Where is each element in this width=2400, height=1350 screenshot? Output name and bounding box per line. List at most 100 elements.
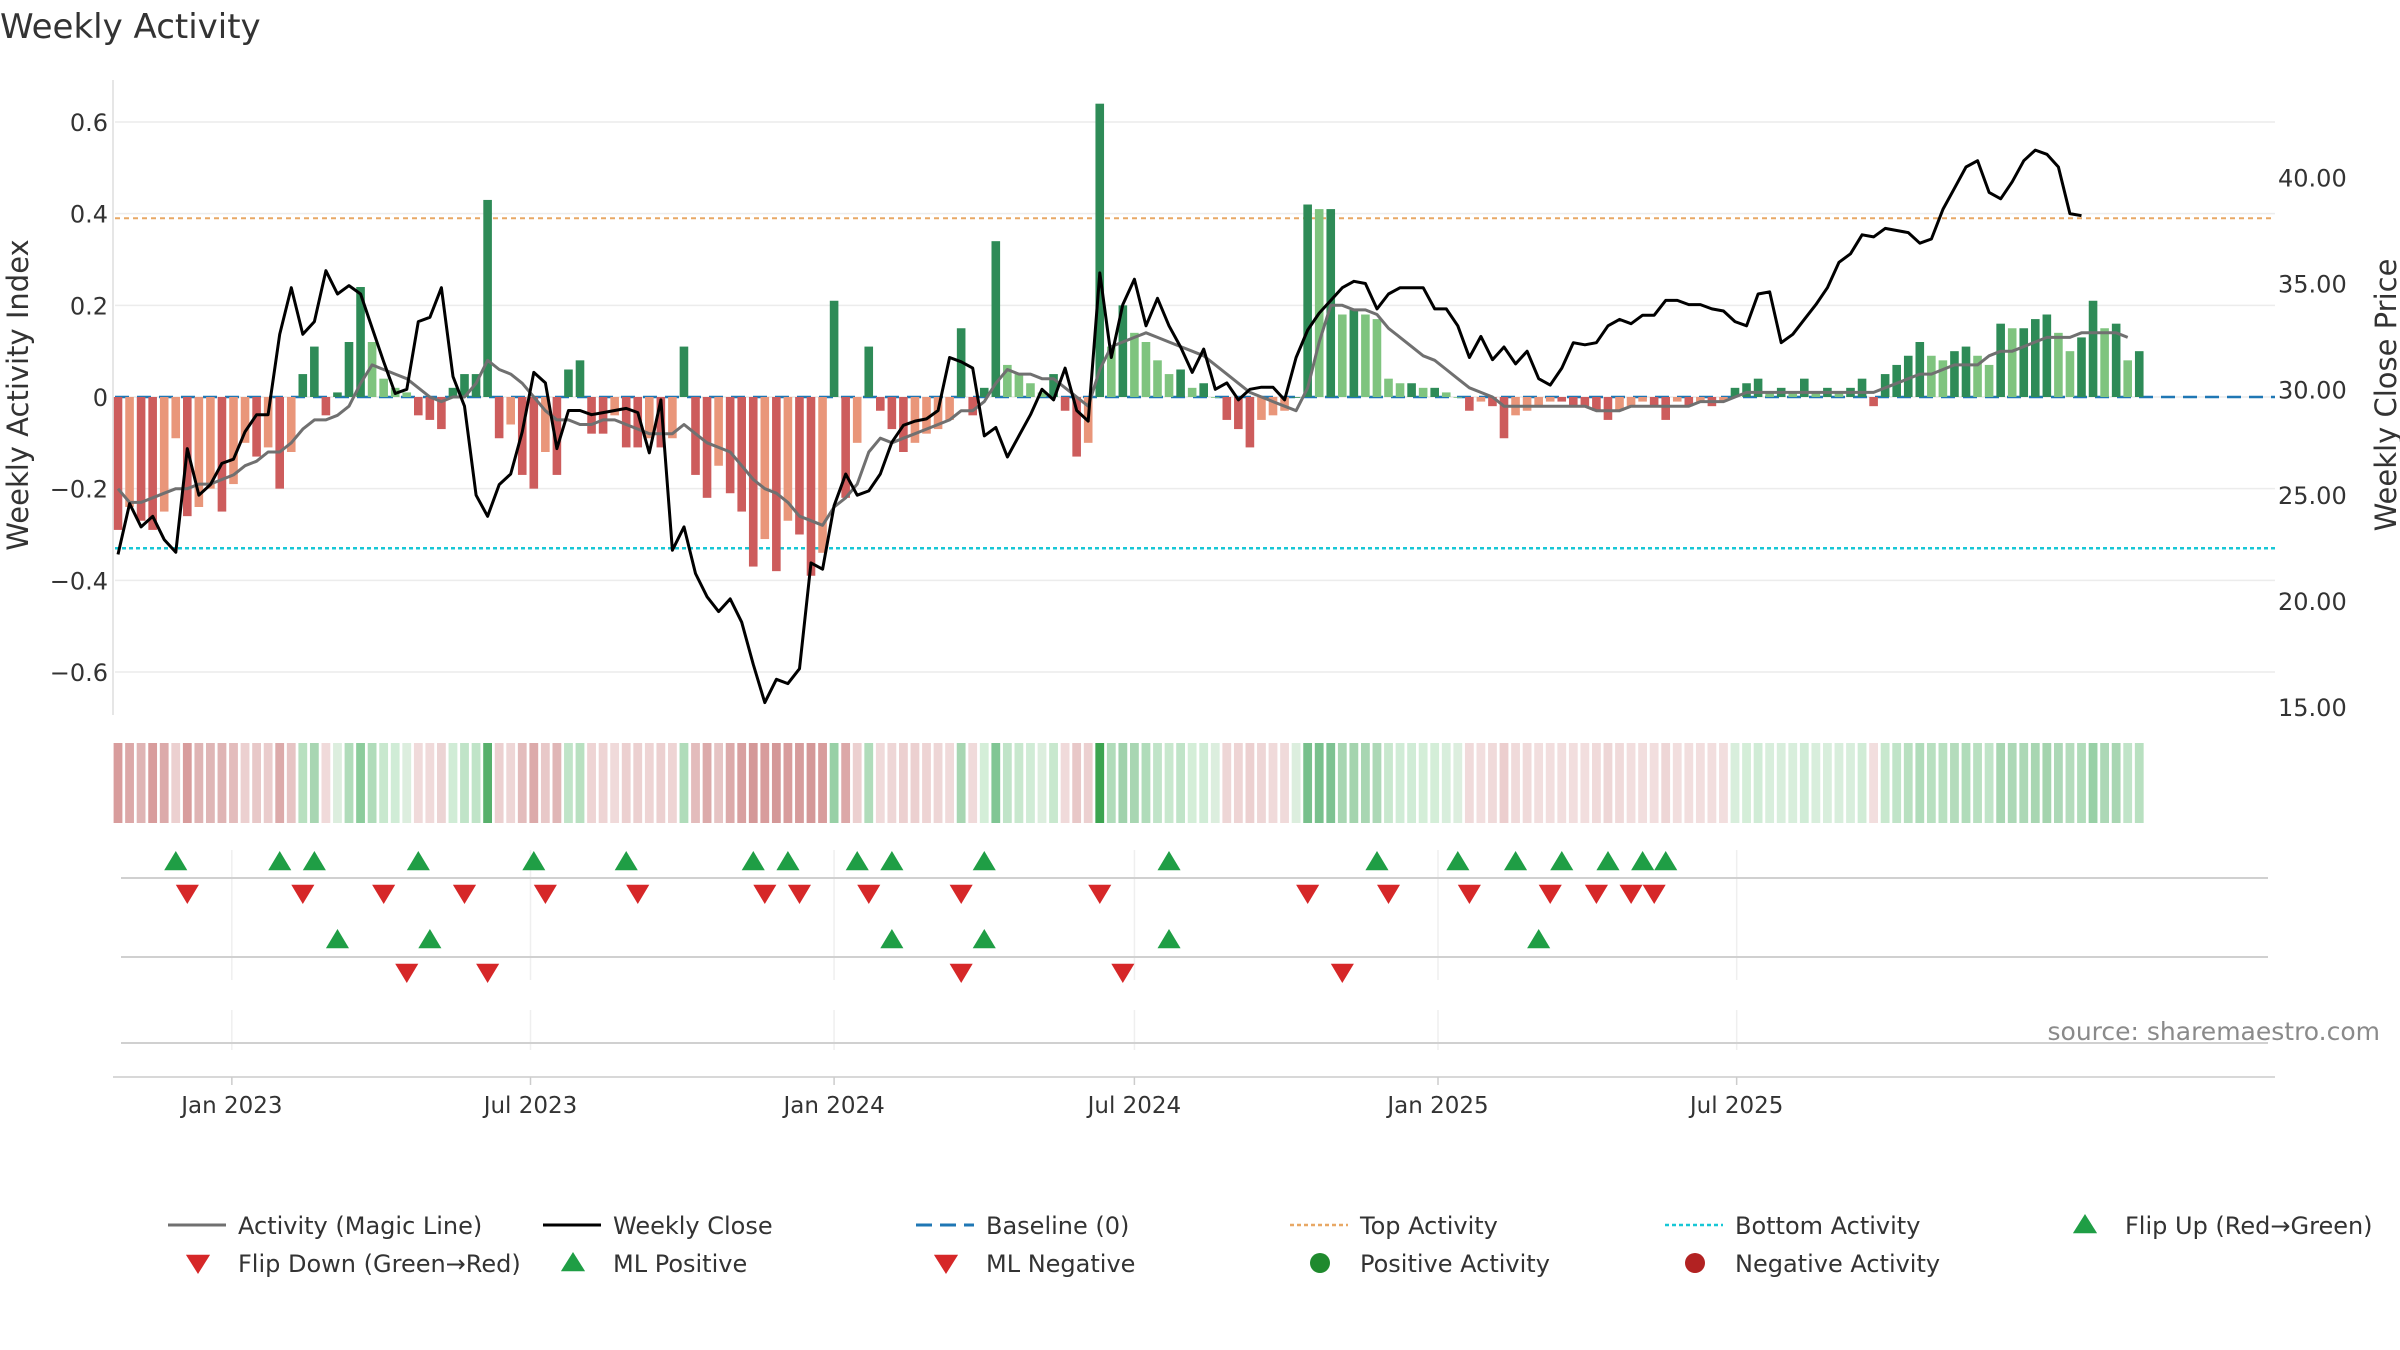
flip-down-marker (787, 884, 811, 904)
legend-label: Bottom Activity (1735, 1212, 1920, 1240)
strip-cell (171, 743, 181, 823)
flip-up-marker (406, 851, 430, 871)
activity-bar (275, 397, 284, 489)
strip-cell (425, 743, 435, 823)
activity-bar (2077, 337, 2086, 397)
activity-bar (1338, 314, 1347, 397)
activity-bar (633, 397, 643, 448)
strip-cell (1511, 743, 1520, 823)
strip-cell (1926, 743, 1936, 823)
y2-tick-label: 30.00 (2278, 376, 2347, 404)
flip-up-marker (1631, 851, 1655, 871)
y-tick-label: −0.4 (50, 567, 108, 595)
activity-bar (645, 397, 654, 439)
activity-bar (1684, 397, 1694, 407)
activity-bars (113, 103, 2144, 576)
strip-cell (1661, 743, 1671, 823)
activity-bar (991, 241, 1001, 397)
flip-down-marker (372, 884, 396, 904)
flip-down-marker (1296, 884, 1320, 904)
y2-tick-label: 20.00 (2278, 588, 2347, 616)
activity-bar (1153, 360, 1162, 397)
strip-cell (1857, 743, 1867, 823)
strip-cell (113, 743, 123, 823)
flip-up-marker (1365, 851, 1389, 871)
activity-bar (286, 397, 296, 452)
strip-cell (1245, 743, 1255, 823)
source-credit: source: sharemaestro.com (2048, 1017, 2381, 1046)
activity-bar (414, 397, 423, 416)
activity-bar (1961, 346, 1971, 397)
activity-bar (887, 397, 897, 430)
flip-down-marker (857, 884, 881, 904)
activity-bar (2031, 319, 2040, 397)
strip-cell (644, 743, 654, 823)
chart-title: Weekly Activity (0, 7, 261, 47)
legend-label: Baseline (0) (986, 1212, 1129, 1240)
activity-bar (1800, 378, 1809, 397)
activity-bar (1857, 378, 1867, 397)
activity-bar (229, 397, 238, 485)
legend-item: Flip Up (Red→Green) (2072, 1212, 2373, 1240)
activity-bar (1696, 397, 1705, 402)
flip-down-marker (1457, 884, 1481, 904)
strip-cell (1210, 743, 1220, 823)
strip-cell (2054, 743, 2063, 823)
strip-cell (448, 743, 458, 823)
strip-cell (286, 743, 296, 823)
y2-tick-label: 40.00 (2278, 165, 2347, 193)
activity-bar (310, 346, 319, 397)
strip-cell (2007, 743, 2017, 823)
legend-label: Negative Activity (1735, 1250, 1940, 1278)
flip-up-marker (880, 851, 904, 871)
y-tick-label: 0.2 (70, 292, 108, 320)
activity-bar (483, 199, 492, 397)
ml-positive-marker (325, 929, 349, 949)
flip-up-marker (1654, 851, 1678, 871)
activity-bar (1257, 397, 1266, 420)
strip-cell (1568, 743, 1578, 823)
strip-cell (1534, 743, 1544, 823)
strip-cell (979, 743, 989, 823)
strip-cell (1407, 743, 1416, 823)
activity-bar (806, 397, 816, 576)
legend-label: Activity (Magic Line) (238, 1212, 482, 1240)
strip-cell (1280, 743, 1289, 823)
activity-bar (148, 397, 157, 530)
activity-bar (1418, 387, 1428, 397)
strip-cell (1349, 743, 1359, 823)
strip-cell (1083, 743, 1093, 823)
strip-cell (1037, 743, 1047, 823)
flip-up-marker (845, 851, 869, 871)
legend-swatch (185, 1254, 211, 1274)
strip-cell (1938, 743, 1948, 823)
activity-bar (1349, 309, 1359, 397)
strip-cell (610, 743, 620, 823)
strip-cell (263, 743, 273, 823)
activity-bar (1557, 397, 1567, 402)
strip-cell (2100, 743, 2109, 823)
strip-cell (2030, 743, 2040, 823)
flip-down-marker (452, 884, 477, 904)
activity-bar (1661, 397, 1670, 420)
axes: 0.6 0.4 0.2 0 −0.2 −0.4 −0.6 40.00 35.00 30.00 25.… (50, 80, 2347, 1119)
strip-cell (483, 743, 492, 823)
activity-bar (1291, 397, 1301, 398)
strip-cell (991, 743, 1001, 823)
activity-bar (1303, 204, 1312, 397)
strip-cell (1730, 743, 1740, 823)
legend-label: Flip Down (Green→Red) (238, 1250, 521, 1278)
flip-up-marker (164, 851, 188, 871)
activity-bar (864, 346, 874, 397)
strip-cell (829, 743, 839, 823)
strip-cell (1372, 743, 1382, 823)
activity-bar (448, 387, 458, 397)
activity-bar (1314, 209, 1324, 397)
activity-bar (1026, 383, 1035, 397)
activity-bar (1107, 346, 1116, 397)
strip-cell (1753, 743, 1763, 823)
strip-cell (1973, 743, 1982, 823)
strip-cell (1418, 743, 1428, 823)
strip-cell (206, 743, 215, 823)
activity-bar (2019, 328, 2029, 397)
